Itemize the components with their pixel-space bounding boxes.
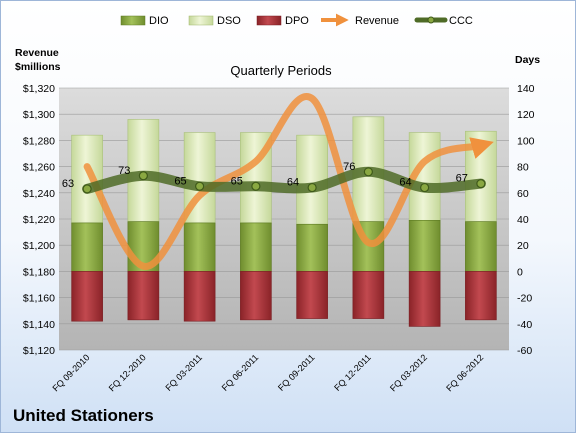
x-tick-label: FQ 09-2011 <box>276 352 317 393</box>
ccc-marker <box>251 181 261 191</box>
legend-label-dpo: DPO <box>285 15 309 27</box>
right-tick-label: 60 <box>517 188 529 200</box>
dpo-bar <box>352 271 385 319</box>
company-name: United Stationers <box>13 406 154 425</box>
legend-swatch-dso <box>188 15 214 26</box>
dpo-bar <box>465 271 497 321</box>
left-tick-label: $1,220 <box>23 214 55 226</box>
left-tick-label: $1,140 <box>23 319 55 331</box>
dio-bar <box>408 220 441 272</box>
dpo-bar <box>71 271 103 322</box>
right-tick-label: -60 <box>517 345 532 357</box>
dso-bar <box>71 134 103 224</box>
ccc-marker <box>82 184 92 194</box>
legend-swatch-ccc-marker <box>427 16 435 24</box>
right-tick-label: 140 <box>517 83 535 95</box>
right-tick-label: 0 <box>517 266 523 278</box>
ccc-line <box>82 166 486 194</box>
left-tick-label: $1,120 <box>23 345 55 357</box>
x-tick-label: FQ 06-2011 <box>220 352 261 393</box>
right-tick-label: 20 <box>517 240 529 252</box>
legend: DIO DSO DPO Revenue CCC <box>120 13 473 27</box>
ccc-marker <box>420 182 430 193</box>
left-tick-label: $1,260 <box>23 162 55 174</box>
legend-label-dso: DSO <box>217 15 241 27</box>
ccc-value-label: 64 <box>287 177 299 189</box>
dio-bar <box>183 222 216 272</box>
ccc-value-label: 63 <box>62 178 74 190</box>
x-tick-label: FQ 09-2010 <box>51 352 92 393</box>
legend-label-revenue: Revenue <box>355 15 399 27</box>
ccc-value-label: 65 <box>231 175 243 187</box>
right-tick-label: 120 <box>517 109 535 121</box>
ccc-marker <box>195 181 205 191</box>
right-tick-label: 40 <box>517 214 529 226</box>
legend-swatch-dio <box>120 15 146 26</box>
dio-bar <box>240 222 272 272</box>
left-tick-label: $1,320 <box>23 83 55 95</box>
x-tick-label: FQ 03-2012 <box>388 352 429 393</box>
ccc-value-label: 76 <box>343 161 355 173</box>
dso-bar <box>240 132 272 224</box>
revenue-line <box>83 93 494 270</box>
dpo-bar <box>183 271 216 322</box>
left-tick-label: $1,300 <box>23 109 55 121</box>
dio-bar <box>296 223 328 272</box>
x-tick-label: FQ 12-2011 <box>332 352 373 393</box>
ccc-marker <box>476 179 486 189</box>
dso-bar <box>127 119 160 222</box>
left-tick-label: $1,280 <box>23 135 55 147</box>
ccc-value-label: 65 <box>174 175 186 187</box>
legend-label-dio: DIO <box>149 15 169 27</box>
right-tick-label: -40 <box>517 319 532 331</box>
left-tick-label: $1,160 <box>23 293 55 305</box>
dpo-bar <box>240 271 272 321</box>
left-tick-label: $1,200 <box>23 240 55 252</box>
dso-bar <box>296 134 328 225</box>
left-tick-label: $1,240 <box>23 188 55 200</box>
left-tick-label: $1,180 <box>23 266 55 278</box>
ccc-marker <box>363 167 373 177</box>
left-axis-label-line1: Revenue <box>15 47 59 59</box>
dio-bar <box>465 221 497 272</box>
dpo-bar <box>127 271 160 321</box>
ccc-value-label: 64 <box>399 177 411 189</box>
left-axis-label-line2: $millions <box>15 61 61 73</box>
ccc-value-label: 67 <box>456 173 468 185</box>
dpo-bar <box>408 271 441 327</box>
right-tick-label: 100 <box>517 135 535 147</box>
right-axis-label: Days <box>515 54 540 66</box>
x-tick-label: FQ 06-2012 <box>444 352 485 393</box>
legend-swatch-dpo <box>256 15 282 26</box>
ccc-value-label: 73 <box>118 165 130 177</box>
right-tick-label: -20 <box>517 293 532 305</box>
x-tick-label: FQ 03-2011 <box>163 352 204 393</box>
dpo-bar <box>296 271 328 319</box>
legend-label-ccc: CCC <box>449 15 473 27</box>
ccc-marker <box>307 182 317 193</box>
chart-title: Quarterly Periods <box>230 63 332 78</box>
ccc-marker <box>138 171 148 181</box>
dio-bar <box>71 222 103 272</box>
lines-layer <box>82 93 494 270</box>
x-tick-label: FQ 12-2010 <box>107 352 148 393</box>
right-tick-label: 80 <box>517 162 529 174</box>
